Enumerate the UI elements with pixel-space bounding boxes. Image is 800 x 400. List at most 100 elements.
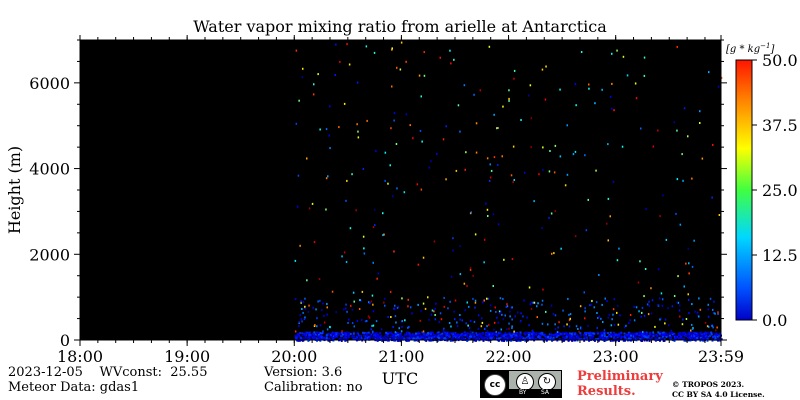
measurement-point — [611, 52, 613, 55]
measurement-point — [343, 331, 346, 334]
measurement-point — [563, 339, 566, 342]
measurement-point — [584, 317, 586, 320]
measurement-point — [300, 318, 303, 320]
measurement-point — [681, 153, 683, 156]
measurement-point — [535, 332, 538, 335]
measurement-point — [705, 332, 708, 335]
measurement-point — [603, 329, 606, 332]
measurement-point — [614, 333, 617, 336]
measurement-point — [496, 336, 499, 339]
measurement-point — [618, 340, 620, 342]
measurement-point — [698, 315, 700, 318]
measurement-point — [604, 331, 607, 334]
measurement-point — [302, 301, 305, 303]
measurement-point — [420, 309, 422, 312]
measurement-point — [611, 107, 613, 110]
measurement-point — [673, 121, 675, 124]
measurement-point — [326, 306, 328, 309]
measurement-point — [678, 334, 681, 337]
measurement-point — [595, 338, 598, 341]
measurement-point — [299, 314, 301, 317]
measurement-point — [509, 336, 512, 339]
measurement-point — [391, 337, 394, 340]
measurement-point — [344, 339, 347, 342]
measurement-point — [588, 87, 590, 90]
measurement-point — [353, 325, 355, 328]
measurement-point — [554, 144, 557, 147]
measurement-point — [359, 299, 361, 302]
measurement-point — [528, 286, 531, 289]
measurement-point — [557, 334, 560, 337]
measurement-point — [385, 334, 388, 336]
measurement-point — [420, 95, 422, 98]
measurement-point — [611, 339, 614, 342]
measurement-point — [569, 337, 571, 340]
measurement-point — [360, 299, 362, 302]
measurement-point — [685, 335, 688, 337]
measurement-point — [645, 331, 648, 334]
measurement-point — [427, 331, 430, 334]
measurement-point — [693, 336, 696, 339]
measurement-point — [659, 318, 661, 321]
measurement-point — [466, 336, 469, 339]
measurement-point — [299, 336, 302, 339]
measurement-point — [691, 303, 693, 306]
measurement-point — [711, 338, 714, 341]
measurement-point — [302, 67, 304, 70]
measurement-point — [657, 331, 660, 334]
measurement-point — [699, 110, 701, 113]
measurement-point — [498, 310, 501, 313]
measurement-point — [567, 334, 570, 336]
footer-meteor: Meteor Data: gdas1 — [8, 380, 140, 395]
measurement-point — [315, 308, 317, 311]
measurement-point — [350, 304, 352, 307]
measurement-point — [306, 338, 309, 341]
measurement-point — [306, 336, 309, 339]
measurement-point — [334, 74, 336, 76]
measurement-point — [447, 336, 450, 339]
measurement-point — [408, 339, 411, 342]
measurement-point — [332, 337, 335, 339]
measurement-point — [327, 175, 329, 178]
measurement-point — [511, 327, 513, 329]
measurement-point — [489, 309, 492, 312]
measurement-point — [372, 261, 374, 264]
measurement-point — [419, 338, 422, 341]
measurement-point — [391, 48, 393, 51]
measurement-point — [443, 305, 445, 308]
measurement-point — [491, 333, 494, 336]
measurement-point — [622, 55, 625, 58]
measurement-point — [461, 335, 464, 338]
measurement-point — [312, 332, 315, 335]
measurement-point — [452, 249, 454, 252]
measurement-point — [613, 323, 616, 326]
measurement-point — [527, 337, 529, 340]
measurement-point — [714, 337, 717, 340]
measurement-point — [588, 83, 590, 86]
measurement-point — [486, 157, 489, 160]
measurement-point — [692, 332, 695, 335]
measurement-point — [474, 233, 477, 236]
measurement-point — [485, 202, 487, 205]
measurement-point — [466, 285, 468, 287]
measurement-point — [518, 335, 521, 338]
measurement-point — [294, 334, 297, 337]
measurement-point — [346, 179, 348, 182]
measurement-point — [316, 317, 318, 320]
measurement-point — [520, 312, 522, 315]
measurement-point — [634, 335, 636, 338]
measurement-point — [549, 150, 551, 152]
measurement-point — [329, 147, 331, 150]
measurement-point — [618, 247, 620, 250]
measurement-point — [424, 307, 427, 310]
measurement-point — [504, 334, 507, 337]
measurement-point — [511, 258, 514, 260]
measurement-point — [506, 303, 508, 306]
measurement-point — [514, 331, 517, 334]
measurement-point — [405, 113, 408, 116]
measurement-point — [516, 339, 518, 342]
measurement-point — [442, 337, 445, 340]
measurement-point — [664, 322, 666, 325]
measurement-point — [638, 334, 641, 337]
measurement-point — [345, 307, 347, 310]
